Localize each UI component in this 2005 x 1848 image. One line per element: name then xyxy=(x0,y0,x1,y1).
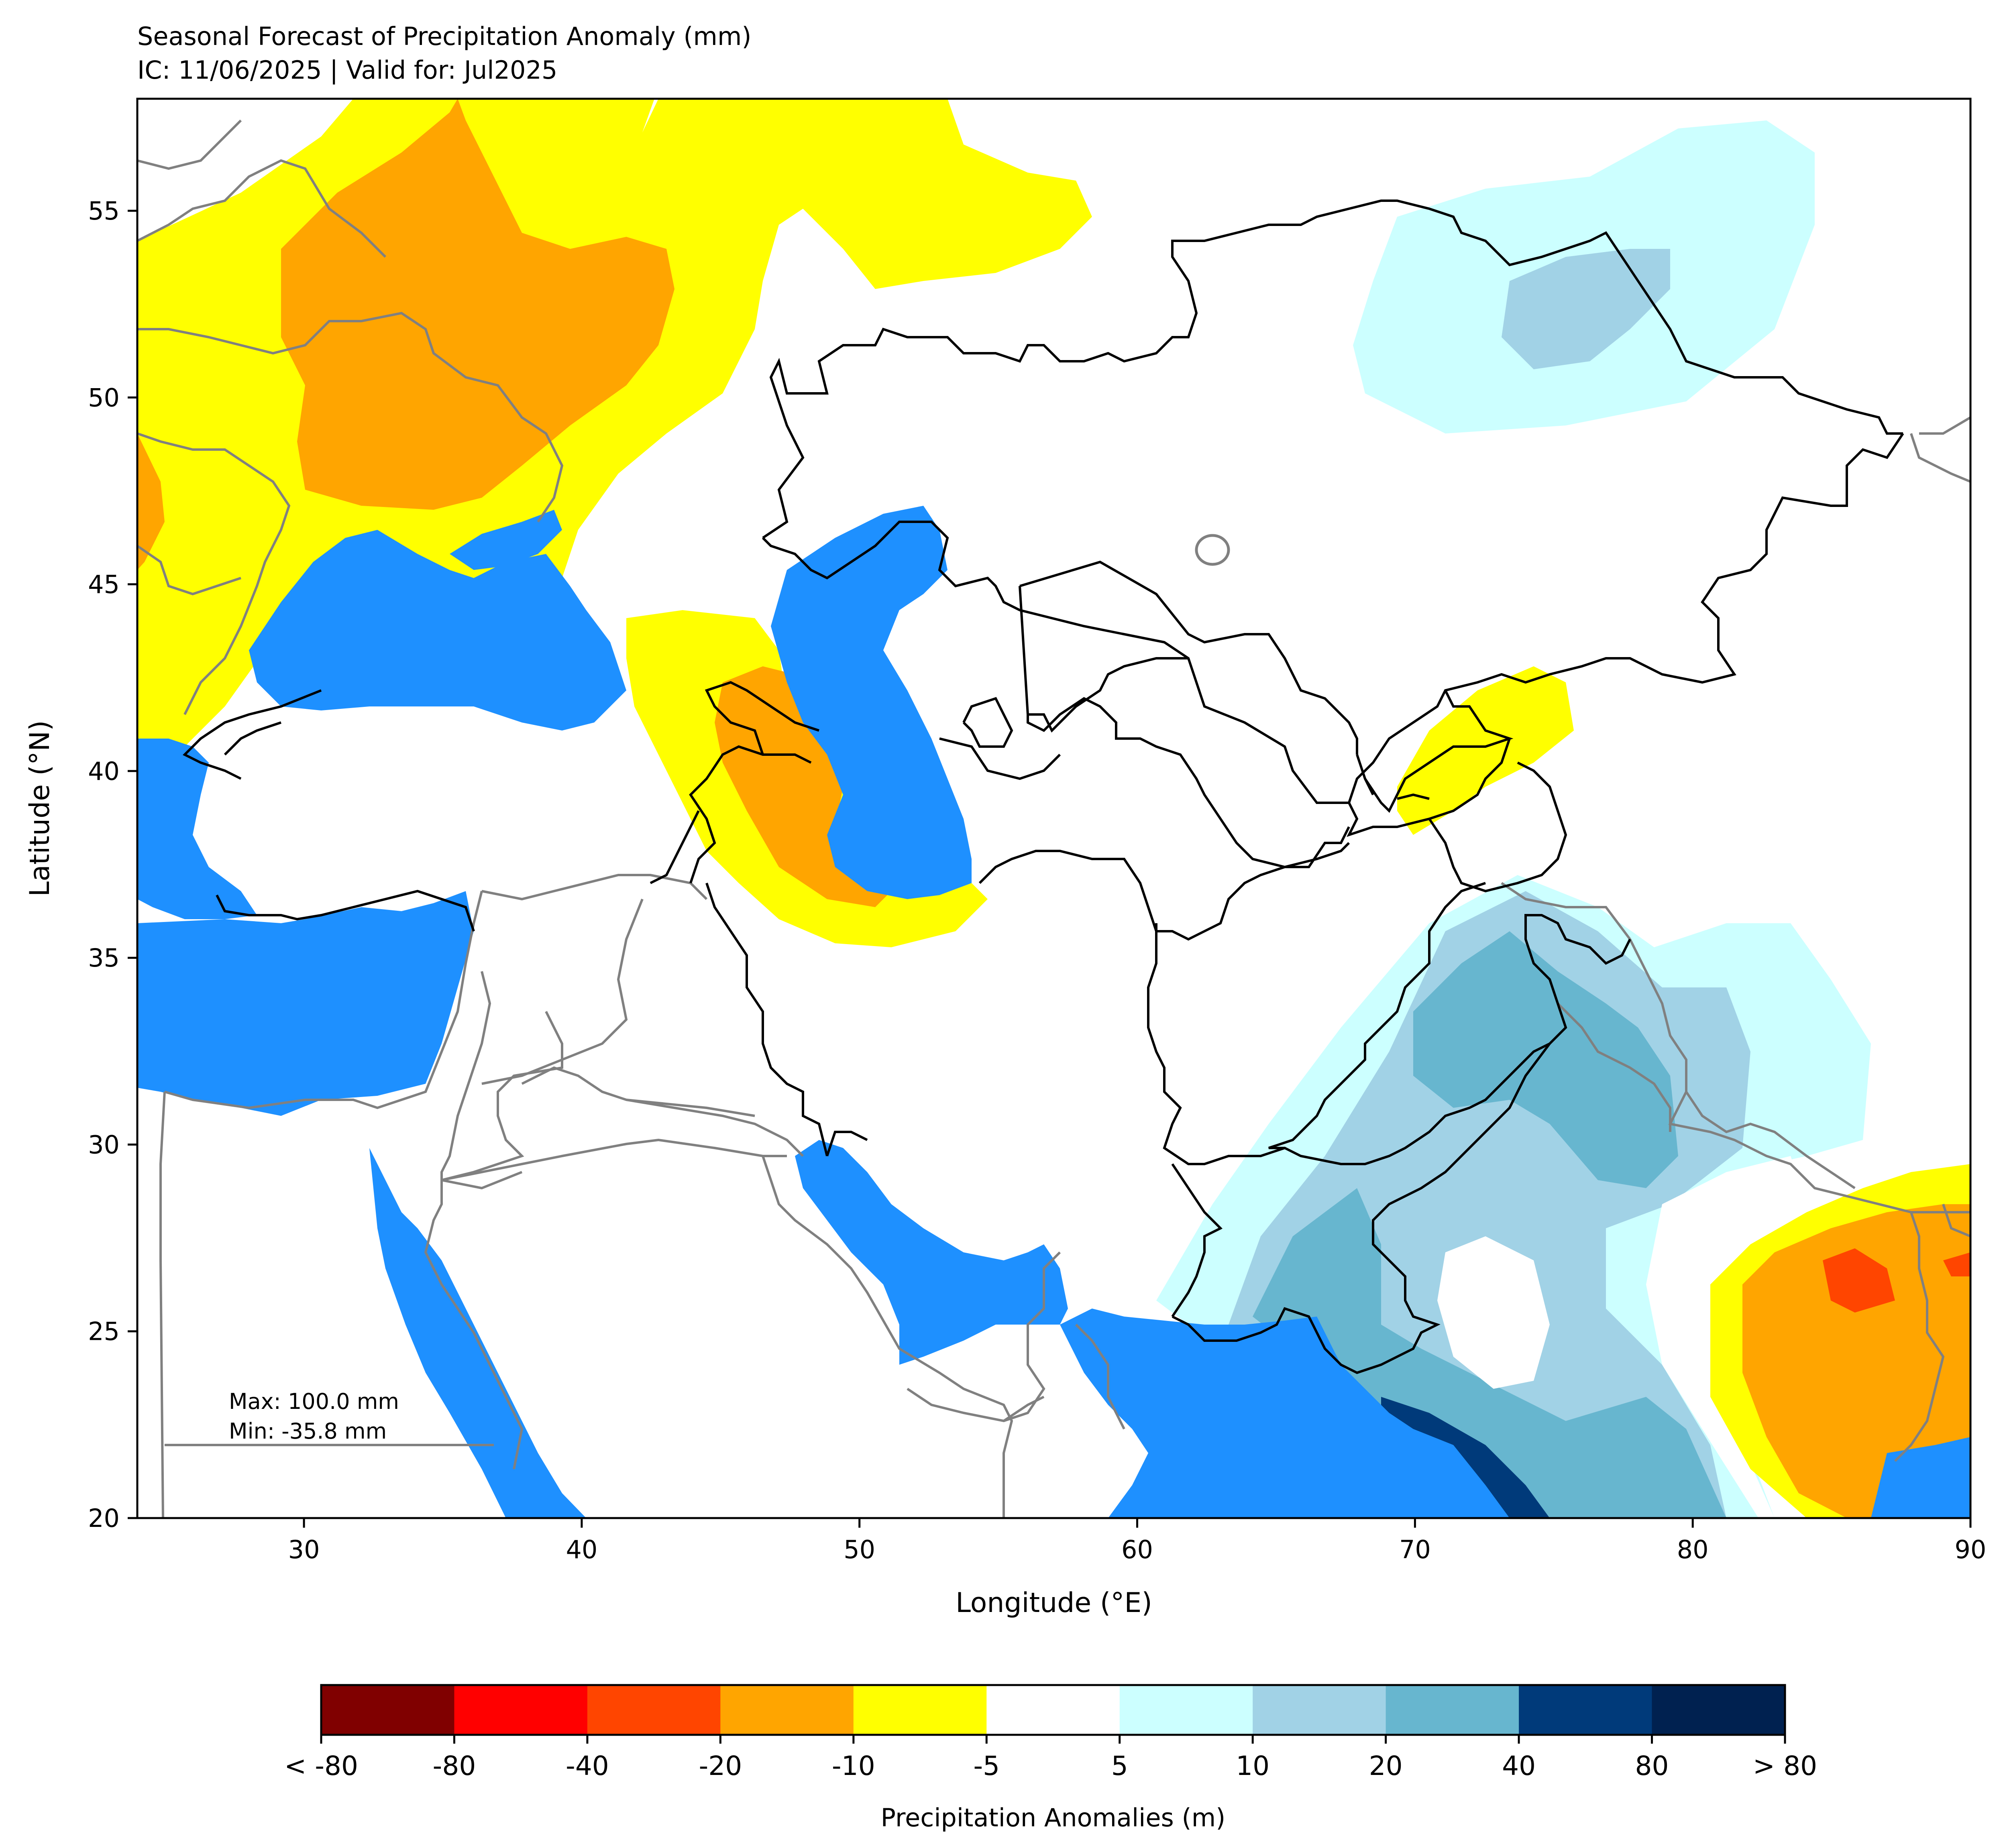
aegean-sea xyxy=(137,739,257,919)
anomaly-region-orange-caucasus xyxy=(715,666,891,907)
map-frame xyxy=(136,98,1972,1519)
caspian-sea xyxy=(771,506,972,899)
x-tick-label: 30 xyxy=(288,1535,320,1564)
colorbar-tick-label: -80 xyxy=(433,1750,476,1781)
regional-borders xyxy=(137,119,1970,1518)
black-sea xyxy=(249,530,626,731)
x-tick-label: 60 xyxy=(1121,1535,1153,1564)
y-tick-label: 40 xyxy=(88,757,120,786)
x-tick-label: 80 xyxy=(1677,1535,1709,1564)
colorbar-tick-label: 40 xyxy=(1502,1750,1536,1781)
colorbar-segment xyxy=(986,1685,1120,1735)
anomaly-region-white-pocket xyxy=(1437,1236,1550,1389)
map-subtitle: IC: 11/06/2025 | Valid for: Jul2025 xyxy=(137,55,557,85)
anomaly-region-orange-eastern-europe xyxy=(281,99,674,510)
colorbar-segment xyxy=(587,1685,721,1735)
anomaly-region-medium-blue-indus xyxy=(1253,1188,1726,1518)
colorbar-segment xyxy=(720,1685,854,1735)
colorbar-ticks: < -80 -80 -40 -20 -10 -5 5 10 20 40 80 > 80 xyxy=(284,1735,1817,1781)
colorbar-segment xyxy=(1386,1685,1519,1735)
colorbar-tick-label: 5 xyxy=(1111,1750,1128,1781)
colorbar-segment xyxy=(1253,1685,1386,1735)
colorbar-tick-label: -20 xyxy=(699,1750,742,1781)
y-tick-label: 30 xyxy=(88,1130,120,1160)
colorbar-tick-label: < -80 xyxy=(284,1750,358,1781)
colorbar-frame xyxy=(320,1684,1786,1736)
x-tick-label: 90 xyxy=(1955,1535,1987,1564)
colorbar-segment xyxy=(1119,1685,1253,1735)
red-sea xyxy=(369,1148,586,1518)
anomaly-region-red-orange-bengal-east xyxy=(1943,1252,1970,1276)
x-tick-label: 40 xyxy=(566,1535,597,1564)
y-axis-label: Latitude (°N) xyxy=(24,720,56,896)
map-plot-area xyxy=(137,99,1970,1518)
min-annotation: Min: -35.8 mm xyxy=(229,1419,387,1444)
anomaly-region-yellow-kyrgyzstan xyxy=(1397,666,1574,835)
colorbar xyxy=(321,1685,1785,1735)
anomaly-region-orange-ukraine-edge xyxy=(137,434,165,570)
colorbar-title: Precipitation Anomalies (m) xyxy=(881,1803,1226,1832)
aral-lake xyxy=(1195,534,1230,566)
x-axis-label: Longitude (°E) xyxy=(956,1587,1152,1619)
y-tick-label: 55 xyxy=(88,196,120,226)
y-tick-label: 45 xyxy=(88,570,120,599)
x-tick-label: 70 xyxy=(1399,1535,1431,1564)
anomaly-region-sky-blue-kazakhstan xyxy=(1502,249,1670,369)
arabian-sea xyxy=(1060,1309,1510,1518)
y-tick-labels: 20 25 30 35 40 45 50 55 xyxy=(88,196,120,1533)
map-title: Seasonal Forecast of Precipitation Anoma… xyxy=(137,22,752,51)
colorbar-segment xyxy=(1519,1685,1652,1735)
x-axis xyxy=(303,1518,1972,1528)
colorbar-segment xyxy=(454,1685,588,1735)
colorbar-tick-label: -10 xyxy=(832,1750,875,1781)
national-borders xyxy=(182,199,1904,1374)
y-tick-label: 20 xyxy=(88,1504,120,1533)
colorbar-tick-label: > 80 xyxy=(1753,1750,1817,1781)
persian-gulf xyxy=(795,1140,1068,1365)
sea-of-azov xyxy=(450,510,562,570)
colorbar-tick-label: 20 xyxy=(1369,1750,1403,1781)
colorbar-segment xyxy=(853,1685,987,1735)
anomaly-region-red-orange-bengal xyxy=(1823,1248,1895,1313)
max-annotation: Max: 100.0 mm xyxy=(229,1389,399,1414)
mediterranean-sea xyxy=(137,891,474,1116)
colorbar-segment xyxy=(1652,1685,1785,1735)
colorbar-tick-label: 10 xyxy=(1236,1750,1269,1781)
anomaly-region-medium-blue-pakistan-north xyxy=(1413,931,1678,1188)
y-tick-label: 50 xyxy=(88,383,120,412)
x-tick-label: 50 xyxy=(844,1535,875,1564)
y-tick-label: 35 xyxy=(88,943,120,973)
bay-of-bengal xyxy=(1871,1437,1970,1518)
colorbar-tick-label: -40 xyxy=(566,1750,609,1781)
colorbar-tick-label: 80 xyxy=(1635,1750,1669,1781)
colorbar-segment xyxy=(321,1685,454,1735)
y-tick-label: 25 xyxy=(88,1317,120,1346)
colorbar-tick-label: -5 xyxy=(973,1750,1000,1781)
x-tick-labels: 30 40 50 60 70 80 90 xyxy=(288,1535,1987,1564)
y-axis xyxy=(128,210,137,1519)
anomaly-region-white-gap-east xyxy=(1646,1156,1807,1518)
